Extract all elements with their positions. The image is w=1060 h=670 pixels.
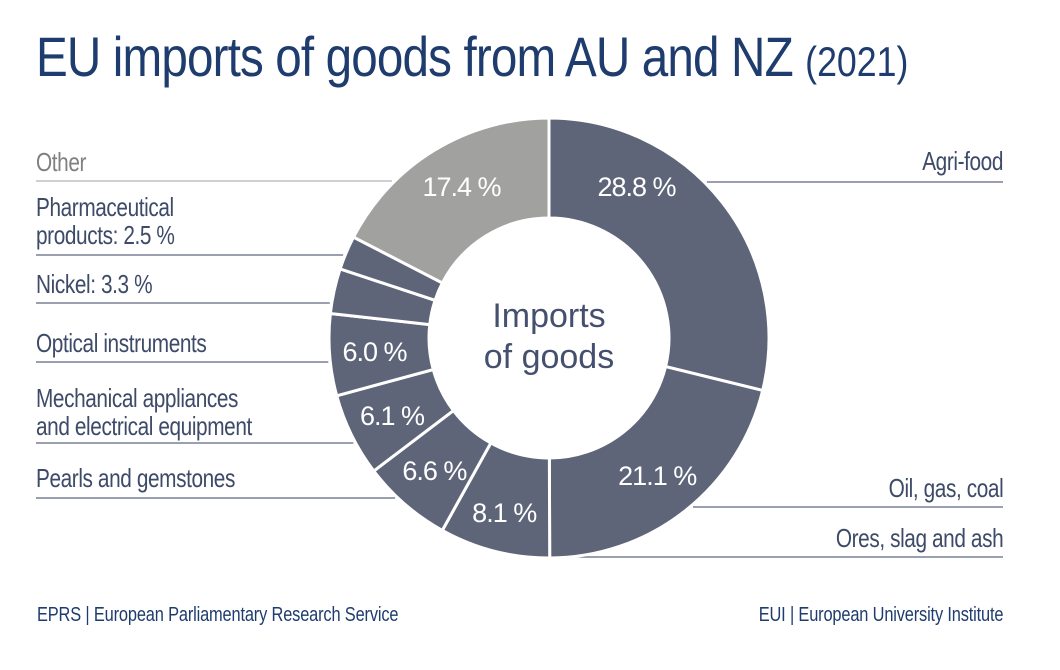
segment-value-label-2: 8.1 % [472, 498, 537, 528]
callout-optical-label: Optical instruments [36, 328, 207, 358]
page-title: EU imports of goods from AU and NZ (2021… [36, 24, 908, 89]
segment-value-label-0: 28.8 % [597, 172, 676, 202]
callout-agri-food-label: Agri-food [922, 146, 1003, 176]
callout-mechanical-line2: and electrical equipment [36, 410, 252, 441]
callout-other-label: Other [36, 147, 87, 177]
donut-center-line1: Imports [492, 297, 606, 335]
donut-center-line2: of goods [483, 338, 615, 376]
callout-pharmaceutical-products: Pharmaceutical products: 2.5 % [36, 192, 175, 250]
page-title-main: EU imports of goods from AU and NZ [36, 25, 794, 88]
callout-ores-slag-ash-label: Ores, slag and ash [835, 523, 1004, 553]
segment-value-label-5: 6.0 % [342, 337, 407, 367]
callout-nickel-label: Nickel: 3.3 % [36, 269, 153, 299]
callout-nickel: Nickel: 3.3 % [36, 269, 153, 299]
callout-pharmaceutical-line2: products: 2.5 % [36, 219, 175, 250]
callout-agri-food: Agri-food [922, 146, 1003, 176]
callout-pharmaceutical-line1: Pharmaceutical [36, 192, 174, 222]
donut-center-label: Imports of goods [429, 296, 669, 378]
segment-value-label-1: 21.1 % [618, 461, 697, 491]
donut-segment-8 [351, 116, 551, 285]
callout-pearls-gemstones: Pearls and gemstones [36, 463, 235, 493]
page-title-year: (2021) [805, 38, 909, 85]
callout-other: Other [36, 147, 87, 177]
callout-optical-instruments: Optical instruments [36, 328, 207, 358]
callout-mechanical-line1: Mechanical appliances [36, 383, 239, 413]
segment-value-label-3: 6.6 % [402, 456, 467, 486]
callout-oil-gas-coal: Oil, gas, coal [888, 473, 1003, 503]
callout-ores-slag-ash: Ores, slag and ash [835, 523, 1004, 553]
footer-eprs: EPRS | European Parliamentary Research S… [37, 604, 399, 626]
donut-segment-1 [547, 364, 765, 560]
callout-mechanical-appliances: Mechanical appliances and electrical equ… [36, 383, 252, 441]
segment-value-label-4: 6.1 % [360, 401, 425, 431]
segment-value-label-8: 17.4 % [422, 172, 501, 202]
donut-segment-0 [547, 116, 771, 393]
footer-eui: EUI | European University Institute [758, 604, 1003, 626]
callout-oil-gas-coal-label: Oil, gas, coal [888, 473, 1003, 503]
callout-pearls-label: Pearls and gemstones [36, 463, 235, 493]
